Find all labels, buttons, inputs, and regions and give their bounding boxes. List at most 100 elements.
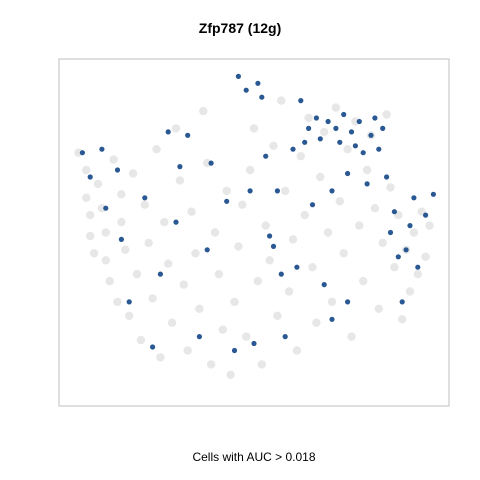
positive-cell-point — [423, 212, 429, 218]
background-cell-point — [82, 193, 91, 202]
background-cell-point — [355, 221, 364, 230]
background-cell-point — [339, 249, 348, 258]
background-cell-point — [117, 217, 126, 227]
background-cell-point — [86, 231, 95, 241]
background-cell-point — [187, 207, 196, 216]
background-cell-point — [152, 145, 161, 154]
positive-cell-point — [415, 264, 421, 270]
background-cell-point — [242, 332, 251, 341]
positive-cell-point — [380, 125, 386, 131]
positive-cell-point — [165, 129, 171, 135]
background-cell-point — [101, 256, 111, 265]
background-cell-point — [382, 110, 391, 119]
background-cell-point — [288, 235, 298, 244]
background-cell-point — [86, 210, 95, 220]
positive-cell-point — [204, 247, 210, 253]
background-cell-point — [222, 186, 231, 196]
positive-cell-point — [399, 299, 405, 305]
positive-cell-point — [114, 167, 121, 173]
positive-cell-point — [391, 209, 397, 215]
positive-cell-point — [333, 125, 339, 131]
background-cell-point — [386, 183, 395, 192]
positive-cell-point — [196, 334, 202, 340]
background-cell-point — [226, 370, 235, 379]
positive-cell-point — [364, 181, 370, 187]
positive-cell-point — [321, 282, 327, 288]
positive-cell-point — [345, 170, 351, 177]
positive-cell-point — [317, 136, 323, 142]
positive-cell-point — [247, 188, 253, 194]
background-cell-point — [374, 304, 383, 313]
background-cell-point — [316, 172, 325, 182]
background-cell-point — [269, 141, 278, 150]
positive-cell-point — [387, 229, 394, 236]
background-cell-point — [214, 269, 224, 279]
positive-cell-point — [259, 94, 265, 100]
background-cell-point — [175, 176, 185, 185]
background-cell-point — [117, 190, 126, 199]
background-cell-point — [257, 360, 266, 369]
background-cell-point — [335, 197, 344, 206]
background-cell-point — [312, 318, 321, 327]
positive-cell-point — [282, 334, 288, 340]
positive-cell-point — [384, 174, 390, 180]
positive-cell-point — [150, 344, 156, 350]
background-cell-point — [195, 304, 204, 313]
positive-cell-point — [157, 271, 163, 277]
background-cell-point — [93, 179, 103, 189]
background-cell-point — [179, 280, 188, 289]
background-cell-point — [378, 238, 387, 248]
background-cell-point — [343, 145, 352, 154]
positive-cell-point — [173, 219, 179, 225]
positive-cell-point — [290, 146, 296, 152]
background-cell-point — [304, 113, 313, 123]
positive-cell-point — [337, 139, 343, 145]
background-cell-point — [359, 276, 368, 286]
positive-cell-point — [411, 195, 417, 201]
chart-title: Zfp787 (12g) — [198, 20, 282, 36]
positive-cell-point — [251, 340, 257, 347]
positive-cell-point — [278, 271, 284, 277]
background-cell-point — [277, 96, 286, 105]
background-cell-point — [245, 165, 255, 175]
background-cell-point — [308, 263, 317, 272]
background-cell-point — [323, 228, 333, 237]
background-cell-point — [351, 117, 360, 126]
positive-cells — [79, 73, 436, 354]
positive-cell-point — [352, 143, 358, 149]
positive-cell-point — [126, 299, 132, 305]
background-cell-point — [218, 325, 227, 334]
background-cell-point — [101, 228, 111, 237]
background-cell-point — [167, 318, 177, 327]
x-axis-label: Cells with AUC > 0.018 — [192, 450, 316, 464]
background-cell-point — [405, 287, 415, 296]
background-cell-point — [191, 249, 200, 258]
background-cell-point — [203, 158, 212, 168]
background-cell-point — [82, 165, 91, 175]
background-cell-point — [398, 315, 407, 324]
background-cell-point — [273, 311, 282, 320]
positive-cell-point — [407, 223, 413, 229]
positive-cell-point — [255, 80, 261, 86]
background-cell-point — [421, 252, 430, 261]
background-cell-point — [164, 259, 173, 268]
background-cell-point — [320, 127, 329, 137]
background-cell-point — [327, 297, 337, 307]
positive-cell-point — [243, 87, 249, 93]
background-cell-point — [109, 155, 118, 164]
background-cell-point — [171, 124, 181, 133]
background-cell-point — [347, 332, 356, 341]
background-cell-point — [230, 297, 239, 307]
positive-cell-point — [348, 129, 355, 135]
background-cell-point — [148, 294, 157, 303]
background-cell-point — [121, 245, 130, 254]
background-cell-point — [362, 165, 372, 175]
background-cell-point — [413, 269, 422, 279]
background-cell-point — [156, 353, 165, 362]
positive-cell-point — [177, 164, 183, 170]
background-cell-point — [261, 221, 270, 230]
positive-cell-point — [376, 146, 382, 152]
positive-cell-point — [395, 254, 401, 260]
background-cell-point — [199, 106, 208, 116]
background-cell-point — [409, 228, 419, 237]
